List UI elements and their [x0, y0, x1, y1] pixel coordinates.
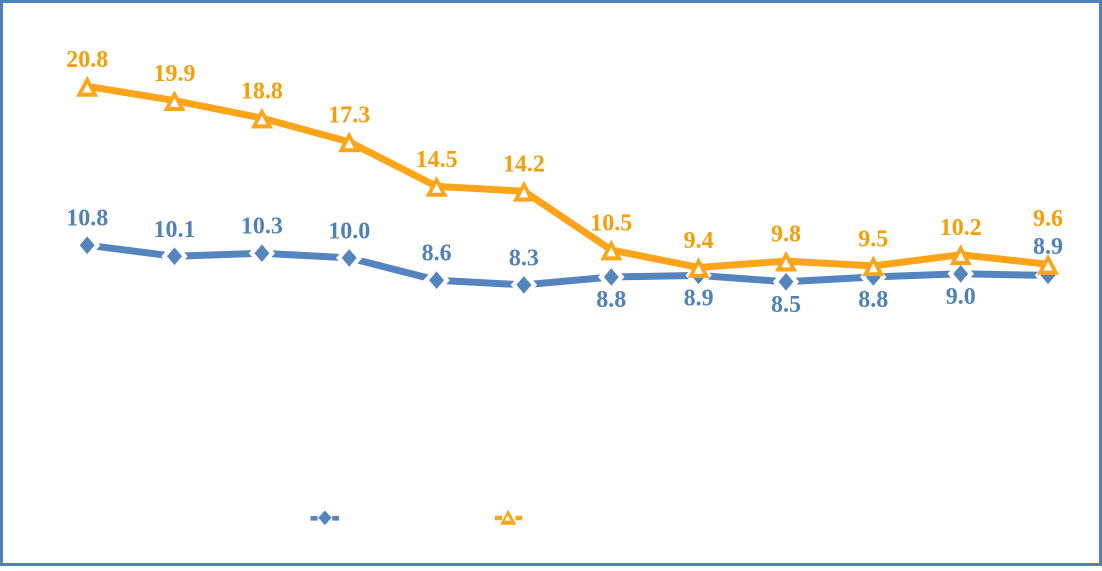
- svg-text:17.3: 17.3: [328, 102, 370, 128]
- svg-text:14.2: 14.2: [503, 152, 545, 178]
- svg-text:9.6: 9.6: [1033, 206, 1063, 232]
- svg-text:10.1: 10.1: [154, 217, 196, 243]
- svg-text:8.9: 8.9: [1033, 234, 1063, 260]
- svg-text:9.8: 9.8: [771, 222, 801, 248]
- svg-text:10.0: 10.0: [328, 218, 370, 244]
- svg-text:8.8: 8.8: [858, 287, 888, 313]
- svg-text:14.5: 14.5: [416, 147, 458, 173]
- svg-text:10.8: 10.8: [66, 206, 108, 232]
- svg-text:9.4: 9.4: [684, 228, 714, 254]
- svg-text:19.9: 19.9: [154, 61, 196, 87]
- svg-text:9.0: 9.0: [946, 284, 976, 310]
- svg-text:10.3: 10.3: [241, 214, 283, 240]
- svg-text:8.9: 8.9: [684, 285, 714, 311]
- svg-text:20.8: 20.8: [66, 47, 108, 73]
- svg-text:8.5: 8.5: [771, 292, 801, 318]
- svg-text:8.8: 8.8: [596, 287, 626, 313]
- svg-text:8.3: 8.3: [509, 245, 539, 271]
- svg-text:10.5: 10.5: [590, 211, 632, 237]
- svg-text:9.5: 9.5: [858, 226, 888, 252]
- svg-text:18.8: 18.8: [241, 79, 283, 105]
- svg-text:8.6: 8.6: [422, 241, 452, 267]
- svg-text:10.2: 10.2: [940, 215, 982, 241]
